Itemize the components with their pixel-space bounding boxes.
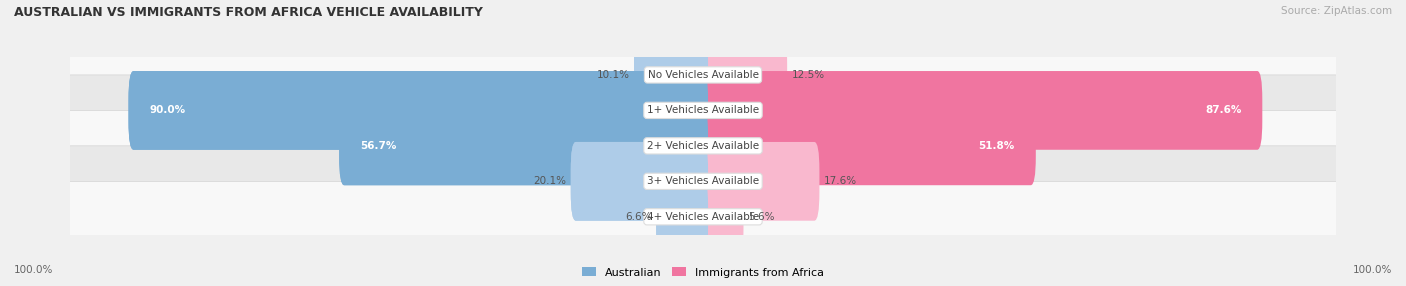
Text: 1+ Vehicles Available: 1+ Vehicles Available	[647, 106, 759, 115]
FancyBboxPatch shape	[571, 142, 709, 221]
FancyBboxPatch shape	[67, 110, 1339, 181]
Text: 4+ Vehicles Available: 4+ Vehicles Available	[647, 212, 759, 222]
Text: 2+ Vehicles Available: 2+ Vehicles Available	[647, 141, 759, 151]
Text: 56.7%: 56.7%	[360, 141, 396, 151]
Text: 87.6%: 87.6%	[1205, 106, 1241, 115]
Text: 12.5%: 12.5%	[792, 70, 825, 80]
Text: 100.0%: 100.0%	[14, 265, 53, 275]
FancyBboxPatch shape	[67, 39, 1339, 110]
Text: 90.0%: 90.0%	[149, 106, 186, 115]
FancyBboxPatch shape	[634, 35, 709, 114]
Text: 3+ Vehicles Available: 3+ Vehicles Available	[647, 176, 759, 186]
Legend: Australian, Immigrants from Africa: Australian, Immigrants from Africa	[582, 267, 824, 278]
Text: AUSTRALIAN VS IMMIGRANTS FROM AFRICA VEHICLE AVAILABILITY: AUSTRALIAN VS IMMIGRANTS FROM AFRICA VEH…	[14, 6, 482, 19]
FancyBboxPatch shape	[67, 181, 1339, 252]
FancyBboxPatch shape	[697, 106, 1036, 185]
FancyBboxPatch shape	[339, 106, 709, 185]
Text: 10.1%: 10.1%	[596, 70, 630, 80]
FancyBboxPatch shape	[697, 35, 787, 114]
Text: Source: ZipAtlas.com: Source: ZipAtlas.com	[1281, 6, 1392, 16]
Text: 100.0%: 100.0%	[1353, 265, 1392, 275]
Text: No Vehicles Available: No Vehicles Available	[648, 70, 758, 80]
FancyBboxPatch shape	[697, 142, 820, 221]
FancyBboxPatch shape	[67, 75, 1339, 146]
FancyBboxPatch shape	[697, 71, 1263, 150]
Text: 51.8%: 51.8%	[979, 141, 1015, 151]
Text: 5.6%: 5.6%	[748, 212, 775, 222]
Text: 20.1%: 20.1%	[533, 176, 567, 186]
Text: 6.6%: 6.6%	[626, 212, 652, 222]
Text: 17.6%: 17.6%	[824, 176, 858, 186]
FancyBboxPatch shape	[657, 177, 709, 256]
FancyBboxPatch shape	[697, 177, 744, 256]
FancyBboxPatch shape	[128, 71, 709, 150]
FancyBboxPatch shape	[67, 146, 1339, 217]
